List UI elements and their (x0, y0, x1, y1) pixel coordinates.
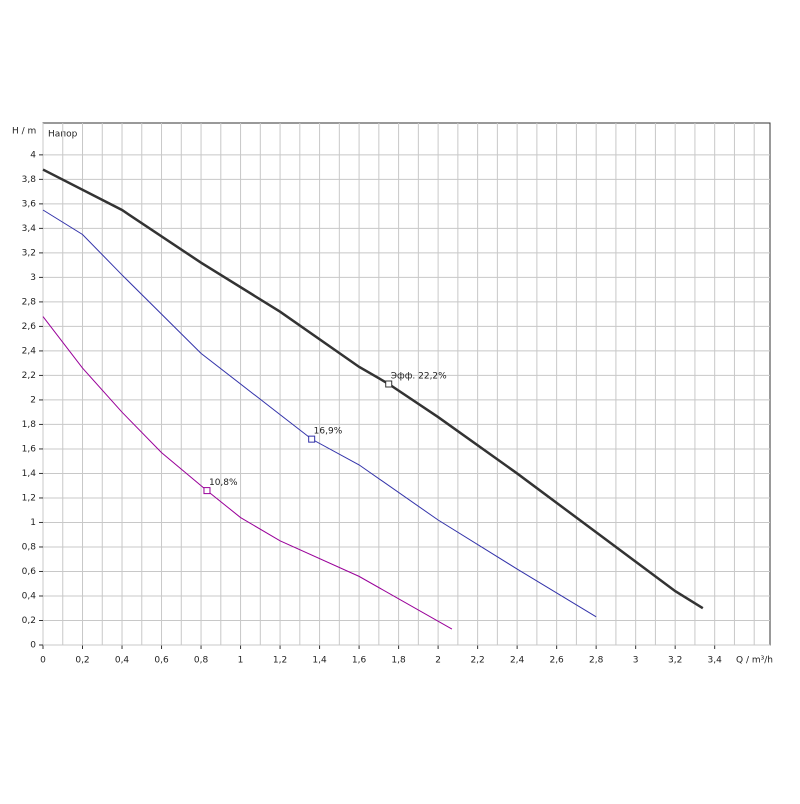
y-tick-label: 0,8 (22, 542, 37, 552)
x-tick-label: 2,4 (510, 656, 525, 666)
x-tick-label: 2,2 (470, 656, 484, 666)
y-tick-label: 2,2 (22, 371, 36, 381)
y-tick-label: 2,8 (22, 297, 37, 307)
y-tick-label: 1,6 (22, 444, 37, 454)
efficiency-marker (308, 435, 316, 443)
efficiency-label: 10,8% (209, 478, 238, 488)
x-tick-label: 1 (238, 656, 244, 666)
y-tick-label: 1,4 (22, 469, 37, 479)
y-tick-label: 1 (30, 518, 36, 528)
y-tick-label: 0,2 (22, 616, 36, 626)
y-tick-label: 0,4 (22, 591, 37, 601)
efficiency-label: 16,9% (314, 427, 343, 437)
x-tick-label: 1,2 (273, 656, 287, 666)
y-tick-label: 2,4 (22, 346, 37, 356)
y-tick-label: 4 (30, 150, 36, 160)
y-tick-label: 3,2 (22, 248, 36, 258)
x-tick-label: 2 (435, 656, 441, 666)
x-tick-label: 0,6 (154, 656, 169, 666)
y-tick-label: 3 (30, 273, 36, 283)
x-tick-label: 2,6 (549, 656, 564, 666)
y-tick-label: 3,4 (22, 224, 37, 234)
x-tick-label: 1,8 (391, 656, 406, 666)
efficiency-label: Эфф. 22,2% (391, 372, 447, 382)
x-tick-label: 0 (40, 656, 46, 666)
y-tick-label: 3,8 (22, 175, 37, 185)
plot-area (42, 122, 771, 646)
x-tick-label: 3 (633, 656, 639, 666)
x-tick-label: 0,4 (115, 656, 130, 666)
x-tick-label: 0,2 (75, 656, 89, 666)
efficiency-marker (385, 380, 393, 388)
x-tick-label: 3,2 (668, 656, 682, 666)
efficiency-marker (203, 487, 211, 495)
y-axis-label: H / m (12, 127, 36, 137)
x-axis-label: Q / m³/h (736, 656, 773, 666)
x-tick-label: 1,4 (312, 656, 327, 666)
curve (42, 209, 597, 618)
x-tick-label: 1,6 (352, 656, 367, 666)
y-tick-label: 2,6 (22, 322, 37, 332)
y-tick-label: 1,2 (22, 493, 36, 503)
y-tick-label: 0 (30, 641, 36, 651)
y-tick-label: 2 (30, 395, 36, 405)
y-tick-label: 3,6 (22, 199, 37, 209)
x-tick-label: 0,8 (194, 656, 209, 666)
x-tick-label: 2,8 (589, 656, 604, 666)
x-tick-label: 3,4 (708, 656, 723, 666)
y-tick-label: 1,8 (22, 420, 37, 430)
y-tick-label: 0,6 (22, 567, 37, 577)
